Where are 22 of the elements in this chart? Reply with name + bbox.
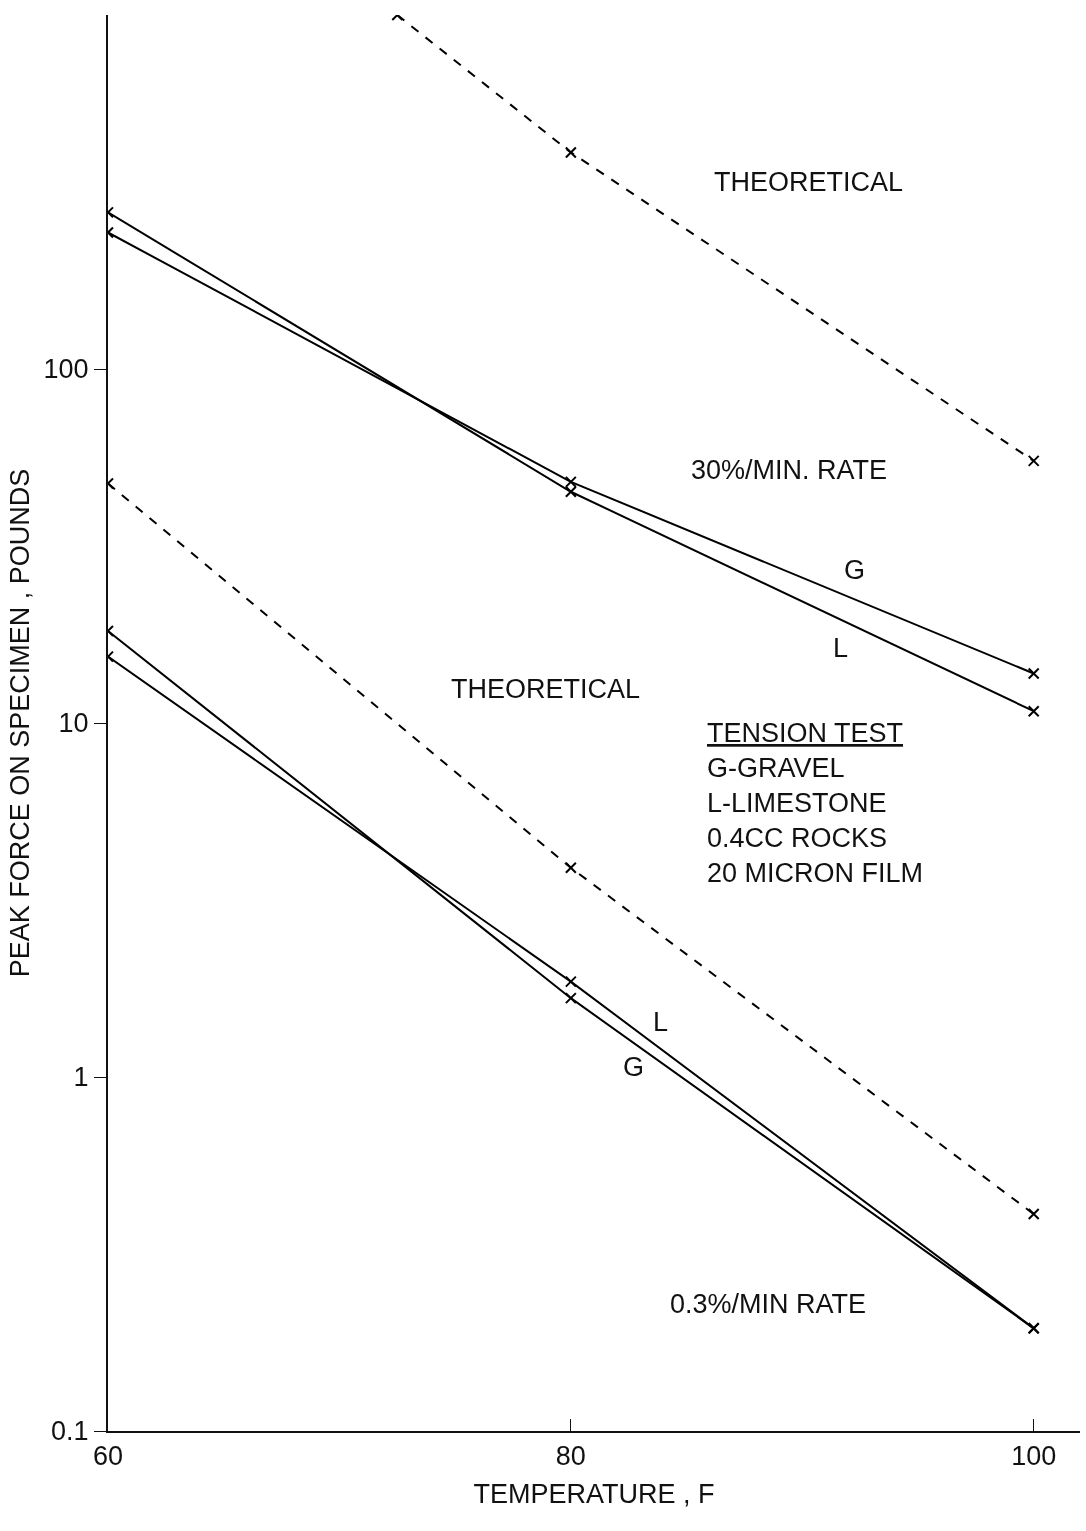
annotation: L (653, 1007, 669, 1037)
annotation: L (833, 633, 849, 663)
y-axis-title: PEAK FORCE ON SPECIMEN , POUNDS (5, 468, 36, 978)
y-tick-label: 0.1 (51, 1416, 89, 1447)
x-tick-label: 60 (92, 1441, 124, 1472)
x-axis-title: TEMPERATURE , F (473, 1479, 715, 1510)
annotation: 20 MICRON FILM (707, 858, 924, 889)
x-tick-label: 100 (1011, 1441, 1057, 1472)
annotation: THEORETICAL (714, 167, 904, 197)
annotation: 0.4CC ROCKS (707, 823, 888, 854)
y-tick-label: 10 (58, 708, 89, 739)
annotation: G (623, 1052, 645, 1082)
x-tick-label: 80 (555, 1441, 586, 1472)
annotation: TENSION TEST (707, 718, 904, 748)
y-tick-label: 1 (73, 1062, 89, 1093)
annotation: L-LIMESTONE (707, 788, 887, 819)
y-tick-label: 100 (43, 354, 89, 385)
annotation: 0.3%/MIN RATE (670, 1289, 867, 1319)
annotation: G (844, 555, 866, 585)
annotation: G-GRAVEL (707, 753, 845, 784)
annotation: 30%/MIN. RATE (691, 455, 888, 485)
annotation: THEORETICAL (451, 674, 641, 704)
